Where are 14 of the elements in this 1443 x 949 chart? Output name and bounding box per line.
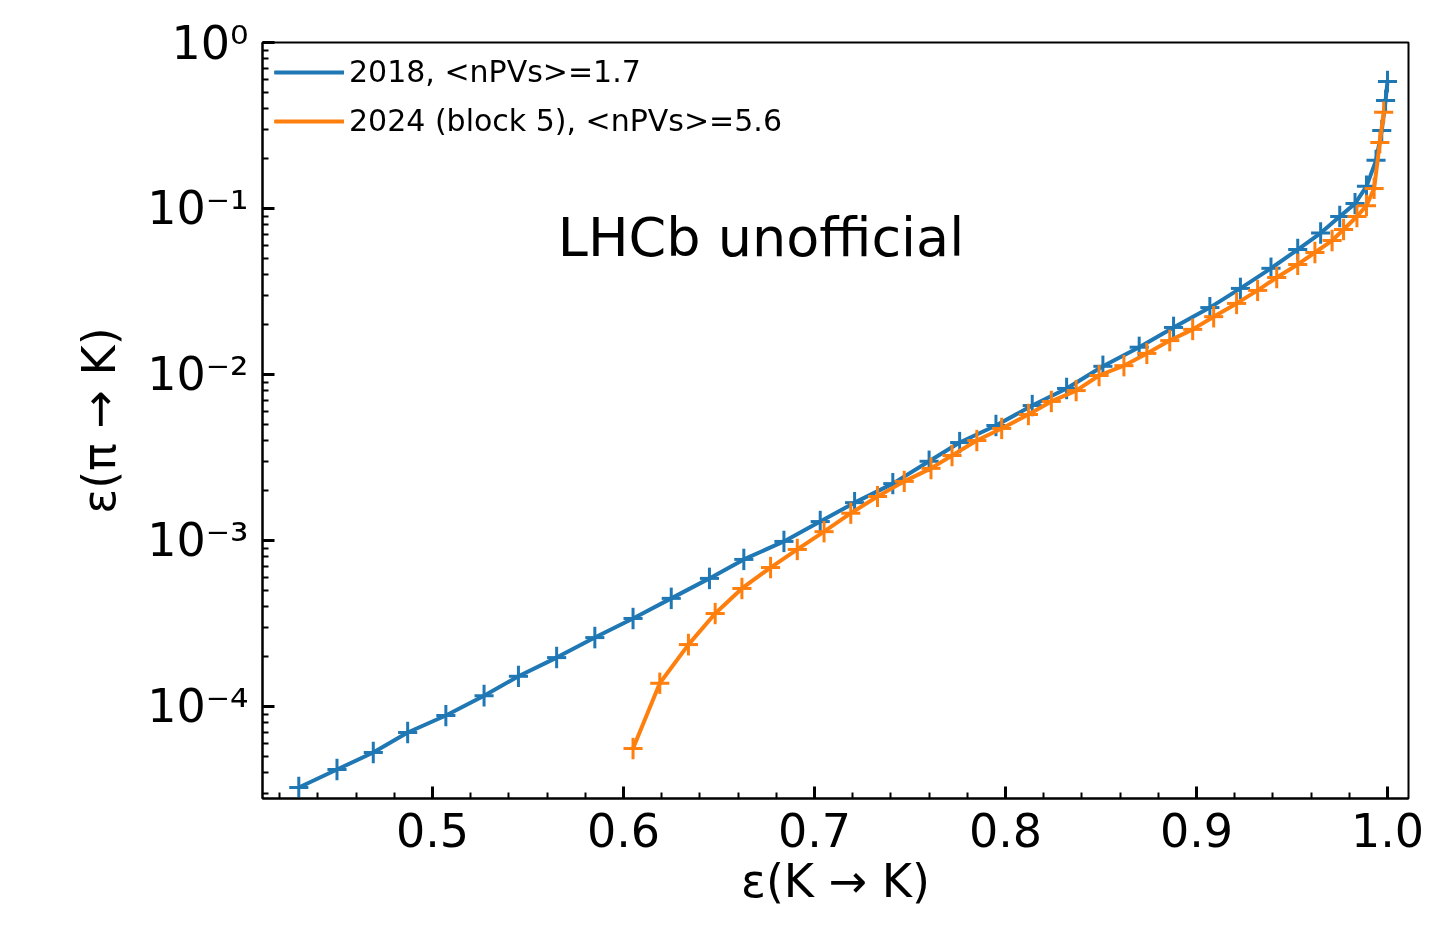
y-tick-label: 10⁰ [171,15,249,70]
y-tick-label: 10⁻¹ [147,181,249,236]
legend-label: 2024 (block 5), <nPVs>=5.6 [349,103,782,138]
x-tick-label: 1.0 [1350,803,1425,858]
y-tick-label: 10⁻⁴ [147,679,249,734]
y-tick-label: 10⁻³ [147,513,249,568]
legend-label: 2018, <nPVs>=1.7 [349,54,641,89]
x-tick-label: 0.9 [1159,803,1234,858]
y-tick-label: 10⁻² [147,347,249,402]
x-tick-label: 0.5 [395,803,470,858]
annotation: LHCb unofficial [557,206,965,270]
x-tick-label: 0.8 [968,803,1043,858]
x-tick-label: 0.6 [586,803,661,858]
y-axis-title: ε(π → K) [72,327,127,514]
